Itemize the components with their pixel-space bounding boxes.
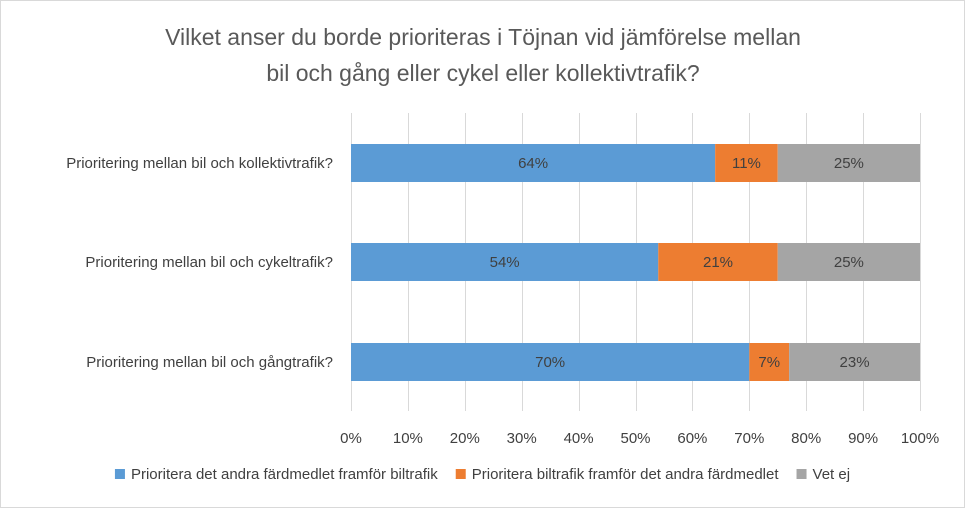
x-tick-label: 30% bbox=[507, 430, 537, 447]
bar-segment-2-series-1 bbox=[351, 243, 659, 281]
legend-label-1: Prioritera det andra färdmedlet framför … bbox=[131, 466, 438, 483]
x-tick-label: 80% bbox=[791, 430, 821, 447]
x-axis-tick-labels: 0% 10% 20% 30% 40% 50% 60% 70% 80% 90% 100% bbox=[340, 430, 939, 447]
category-label-2: Prioritering mellan bil och cykeltrafik? bbox=[85, 254, 333, 271]
x-tick-label: 20% bbox=[450, 430, 480, 447]
legend-swatch-2 bbox=[455, 469, 466, 479]
data-label-2-series-1: 54% bbox=[490, 254, 520, 271]
bar-segment-1-series-1 bbox=[351, 144, 716, 182]
bar-segment-3-series-2 bbox=[749, 343, 790, 381]
data-label-3-series-2: 7% bbox=[758, 354, 780, 371]
data-label-3-series-3: 23% bbox=[840, 354, 870, 371]
legend: Prioritera det andra färdmedlet framför … bbox=[114, 466, 851, 483]
bar-segment-1-series-3 bbox=[777, 144, 920, 182]
x-tick-label: 70% bbox=[734, 430, 764, 447]
data-label-2-series-3: 25% bbox=[834, 254, 864, 271]
legend-swatch-3 bbox=[796, 469, 807, 479]
bar-segment-2-series-2 bbox=[658, 243, 778, 281]
chart-title-line-2: bil och gång eller cykel eller kollektiv… bbox=[266, 60, 699, 86]
x-tick-label: 50% bbox=[620, 430, 650, 447]
bar-segment-3-series-3 bbox=[789, 343, 920, 381]
x-tick-label: 90% bbox=[848, 430, 878, 447]
bar-segment-1-series-2 bbox=[715, 144, 778, 182]
chart-title-line-1: Vilket anser du borde prioriteras i Töjn… bbox=[165, 24, 801, 50]
data-label-1-series-1: 64% bbox=[518, 155, 548, 172]
data-label-3-series-1: 70% bbox=[535, 354, 565, 371]
bar-segment-2-series-3 bbox=[777, 243, 920, 281]
category-label-1: Prioritering mellan bil och kollektivtra… bbox=[66, 155, 333, 172]
legend-swatch-1 bbox=[114, 469, 125, 479]
data-label-1-series-2: 11% bbox=[732, 155, 761, 172]
data-label-1-series-3: 25% bbox=[834, 155, 864, 172]
category-labels: Prioritering mellan bil och kollektivtra… bbox=[66, 155, 333, 371]
x-tick-label: 0% bbox=[340, 430, 362, 447]
x-tick-label: 10% bbox=[393, 430, 423, 447]
x-tick-label: 60% bbox=[677, 430, 707, 447]
x-tick-label: 100% bbox=[901, 430, 939, 447]
legend-label-3: Vet ej bbox=[813, 466, 851, 483]
bars: 64% 11% 25% 54% 21% 25% 70% 7% 23% bbox=[351, 144, 920, 381]
category-label-3: Prioritering mellan bil och gångtrafik? bbox=[86, 354, 333, 371]
legend-label-2: Prioritera biltrafik framför det andra f… bbox=[472, 466, 780, 483]
chart-title: Vilket anser du borde prioriteras i Töjn… bbox=[165, 24, 801, 86]
data-label-2-series-2: 21% bbox=[703, 254, 733, 271]
bar-segment-3-series-1 bbox=[351, 343, 750, 381]
x-tick-label: 40% bbox=[564, 430, 594, 447]
